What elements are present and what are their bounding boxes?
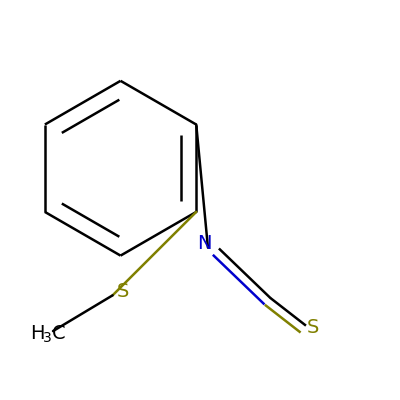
Text: S: S: [307, 318, 319, 337]
Text: H: H: [30, 324, 44, 342]
Text: C: C: [52, 324, 66, 342]
Text: 3: 3: [43, 331, 52, 345]
Text: N: N: [197, 234, 211, 253]
Text: S: S: [116, 282, 129, 301]
